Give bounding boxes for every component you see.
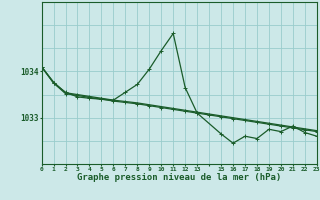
X-axis label: Graphe pression niveau de la mer (hPa): Graphe pression niveau de la mer (hPa) [77, 173, 281, 182]
